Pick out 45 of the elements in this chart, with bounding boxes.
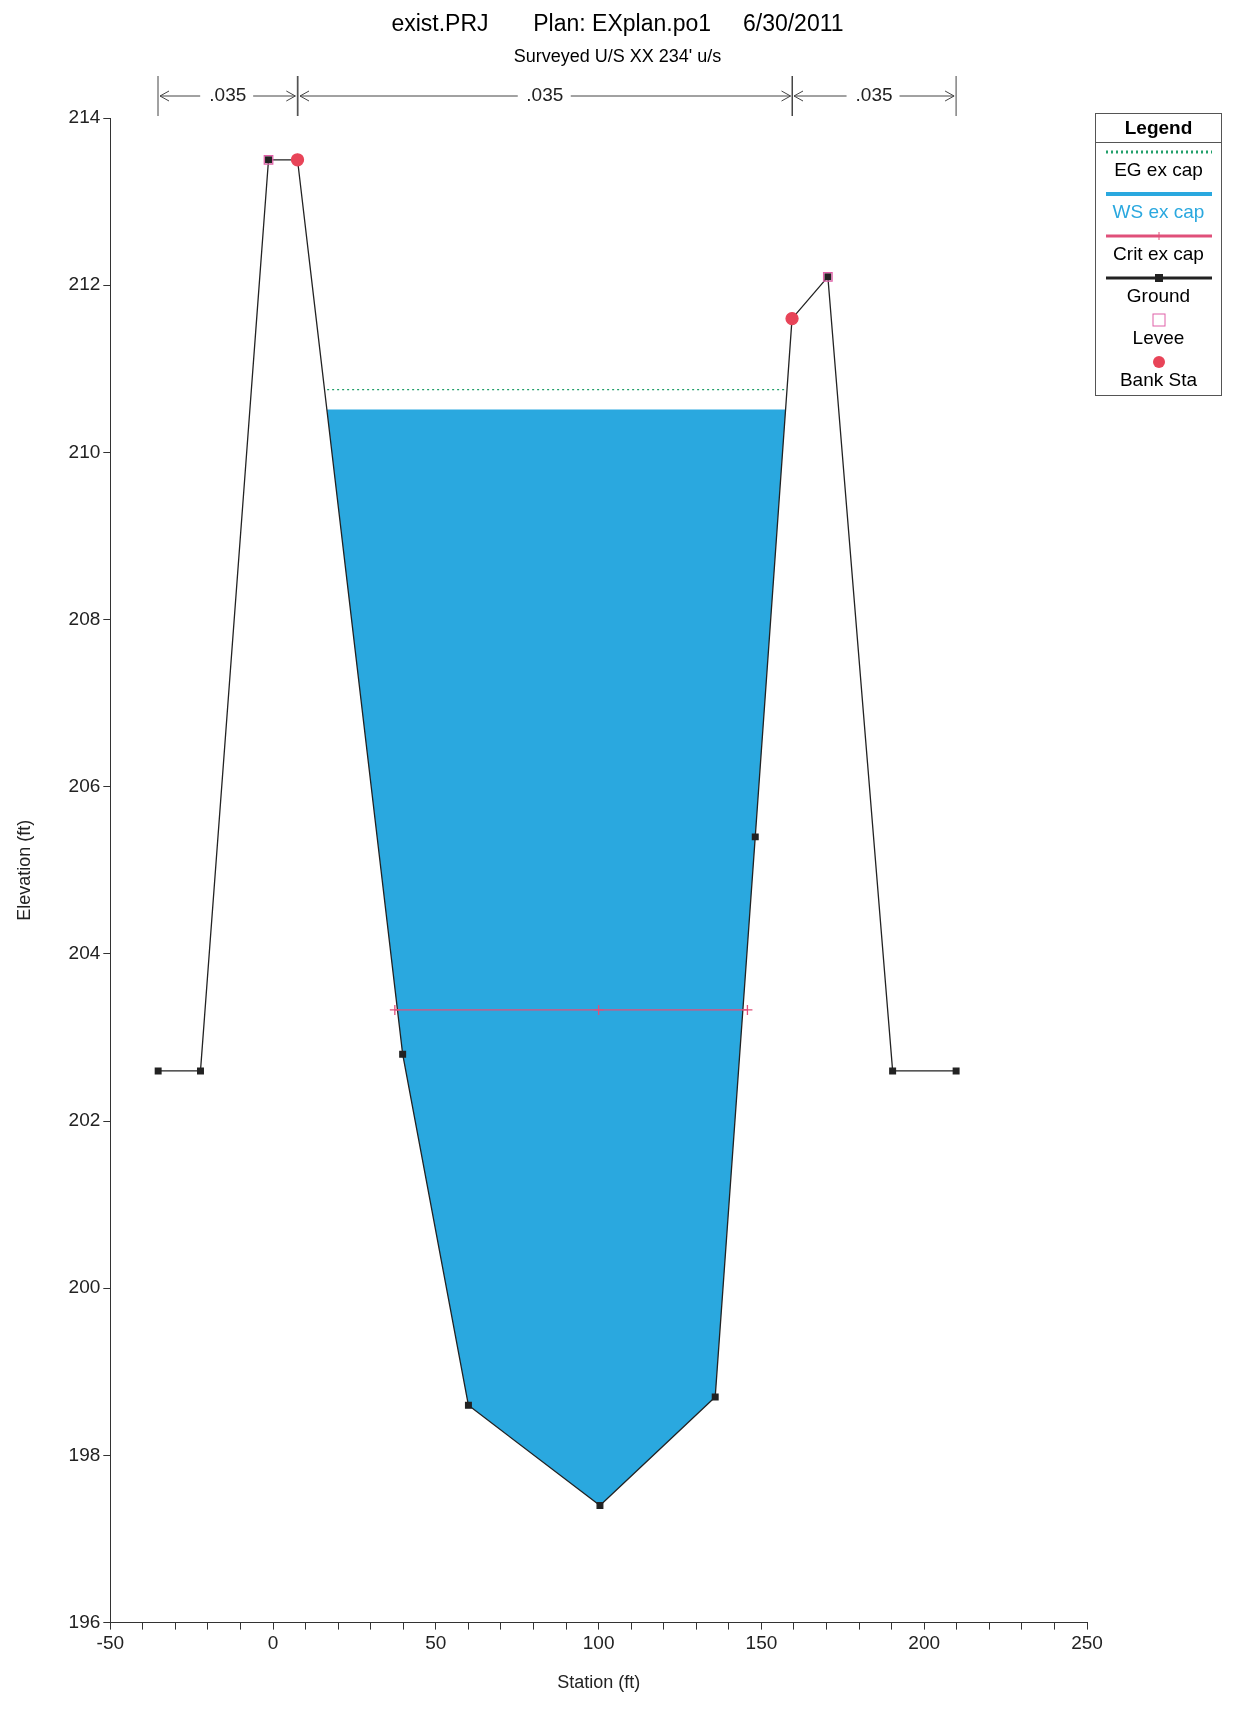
- point: [593, 1004, 605, 1016]
- point: [751, 833, 759, 841]
- point: [711, 1393, 719, 1401]
- legend-label: Bank Sta: [1118, 369, 1199, 391]
- legend-label: Crit ex cap: [1112, 243, 1205, 265]
- point: [399, 1050, 407, 1058]
- x-tick-label: 150: [745, 1632, 778, 1654]
- legend-label: Levee: [1131, 327, 1186, 349]
- y-tick-label: 198: [68, 1443, 101, 1465]
- legend-label: EG ex cap: [1113, 159, 1204, 181]
- point: [596, 1502, 604, 1510]
- legend-label: Ground: [1125, 285, 1192, 307]
- point: [464, 1401, 472, 1409]
- y-tick-label: 212: [68, 273, 101, 295]
- y-tick-label: 206: [68, 774, 101, 796]
- point: [389, 1004, 401, 1016]
- point: [197, 1067, 204, 1075]
- y-tick-label: 208: [68, 607, 101, 629]
- chart-title: exist.PRJ Plan: EXplan.po1 6/30/2011: [390, 10, 845, 37]
- point: [952, 1067, 960, 1075]
- text: WS ex cap: [1111, 201, 1206, 223]
- text: .035: [209, 84, 247, 106]
- y-axis-title: Elevation (ft): [13, 819, 34, 921]
- x-tick-label: 100: [582, 1632, 615, 1654]
- y-tick-label: 202: [68, 1109, 101, 1131]
- x-tick-label: 0: [267, 1632, 279, 1654]
- x-tick-label: 200: [908, 1632, 941, 1654]
- y-tick-label: 204: [68, 942, 101, 964]
- point: [785, 311, 799, 326]
- point: [154, 1067, 162, 1075]
- y-tick-label: 200: [68, 1276, 101, 1298]
- x-tick-label: -50: [96, 1632, 125, 1654]
- point: [741, 1004, 754, 1016]
- x-axis-title: Station (ft): [557, 1672, 641, 1693]
- y-tick-label: 196: [68, 1610, 101, 1632]
- legend-title: Legend: [1096, 114, 1221, 143]
- text: .035: [855, 84, 893, 106]
- x-tick-label: 50: [425, 1632, 447, 1654]
- chart-subtitle: Surveyed U/S XX 234' u/s: [512, 46, 723, 67]
- text: .035: [526, 84, 564, 106]
- point: [889, 1067, 897, 1075]
- y-tick-label: 214: [68, 106, 101, 128]
- y-tick-label: 210: [68, 440, 101, 462]
- point: [290, 153, 305, 167]
- x-tick-label: 250: [1071, 1632, 1103, 1654]
